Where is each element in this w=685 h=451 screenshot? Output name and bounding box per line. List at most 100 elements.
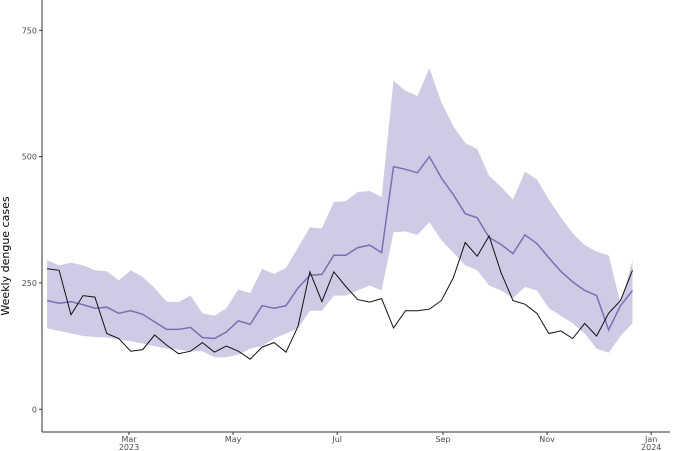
prediction-point <box>237 319 240 322</box>
prediction-point <box>607 328 610 331</box>
observed-point <box>607 312 610 315</box>
observed-point <box>308 270 311 273</box>
prediction-point <box>380 251 383 254</box>
x-tick-label: May <box>225 435 242 444</box>
observed-point <box>82 294 85 297</box>
prediction-point <box>332 254 335 257</box>
observed-point <box>105 332 108 335</box>
prediction-point <box>428 155 431 158</box>
observed-point <box>129 350 132 353</box>
observed-point <box>368 301 371 304</box>
prediction-point <box>297 287 300 290</box>
observed-point <box>452 276 455 279</box>
prediction-point <box>153 320 156 323</box>
prediction-point <box>249 323 252 326</box>
prediction-point <box>464 212 467 215</box>
prediction-point <box>129 309 132 312</box>
prediction-point <box>559 270 562 273</box>
prediction-point <box>344 254 347 257</box>
prediction-point <box>631 289 634 292</box>
observed-point <box>380 297 383 300</box>
prediction-point <box>368 244 371 247</box>
prediction-point <box>535 242 538 245</box>
observed-point <box>153 334 156 337</box>
observed-point <box>416 309 419 312</box>
x-tick-label: Jul <box>331 435 342 444</box>
observed-point <box>213 351 216 354</box>
prediction-point <box>93 307 96 310</box>
prediction-point <box>571 280 574 283</box>
x-tick-label: Sep <box>435 435 450 444</box>
observed-point <box>141 348 144 351</box>
prediction-point <box>416 171 419 174</box>
prediction-point <box>500 243 503 246</box>
observed-point <box>189 350 192 353</box>
prediction-point <box>117 312 120 315</box>
observed-point <box>523 303 526 306</box>
prediction-point <box>356 246 359 249</box>
y-tick-label: 750 <box>22 26 37 35</box>
observed-point <box>70 313 73 316</box>
observed-point <box>356 298 359 301</box>
prediction-point <box>619 304 622 307</box>
observed-point <box>320 300 323 303</box>
observed-point <box>297 325 300 328</box>
observed-point <box>273 341 276 344</box>
prediction-point <box>213 337 216 340</box>
observed-point <box>619 299 622 302</box>
observed-point <box>464 241 467 244</box>
observed-point <box>559 329 562 332</box>
observed-point <box>237 350 240 353</box>
observed-point <box>344 285 347 288</box>
observed-point <box>440 299 443 302</box>
y-tick-label: 500 <box>22 153 37 162</box>
observed-point <box>93 296 96 299</box>
observed-point <box>285 351 288 354</box>
prediction-point <box>261 304 264 307</box>
observed-point <box>249 358 252 361</box>
observed-point <box>404 309 407 312</box>
prediction-point <box>440 176 443 179</box>
prediction-point <box>105 306 108 309</box>
observed-point <box>117 337 120 340</box>
prediction-point <box>177 328 180 331</box>
prediction-point <box>583 289 586 292</box>
observed-point <box>261 346 264 349</box>
prediction-point <box>476 216 479 219</box>
observed-point <box>165 344 168 347</box>
prediction-point <box>46 299 49 302</box>
observed-line <box>47 234 633 360</box>
prediction-point <box>404 168 407 171</box>
prediction-line <box>46 155 634 340</box>
prediction-point <box>547 256 550 259</box>
observed-point <box>177 352 180 355</box>
observed-point <box>428 308 431 311</box>
observed-point <box>500 271 503 274</box>
prediction-point <box>201 336 204 339</box>
prediction-point <box>189 326 192 329</box>
observed-point <box>225 345 228 348</box>
observed-point <box>392 326 395 329</box>
x-tick-label: Jan <box>644 435 657 444</box>
observed-point <box>332 270 335 273</box>
x-tick-label: Mar <box>121 435 137 444</box>
prediction-point <box>523 233 526 236</box>
y-axis-title: Weekly dengue cases <box>0 196 12 315</box>
observed-point <box>488 235 491 238</box>
prediction-point <box>141 313 144 316</box>
observed-point <box>535 312 538 315</box>
y-tick-label: 250 <box>22 279 37 288</box>
prediction-point <box>512 252 515 255</box>
observed-point <box>46 267 49 270</box>
prediction-point <box>225 331 228 334</box>
observed-point <box>595 335 598 338</box>
x-tick-year-label: 2024 <box>641 443 661 451</box>
x-tick-label: Nov <box>539 435 555 444</box>
prediction-point <box>392 165 395 168</box>
observed-point <box>476 255 479 258</box>
observed-point <box>583 322 586 325</box>
observed-point <box>58 269 61 272</box>
plot-area <box>46 68 634 360</box>
